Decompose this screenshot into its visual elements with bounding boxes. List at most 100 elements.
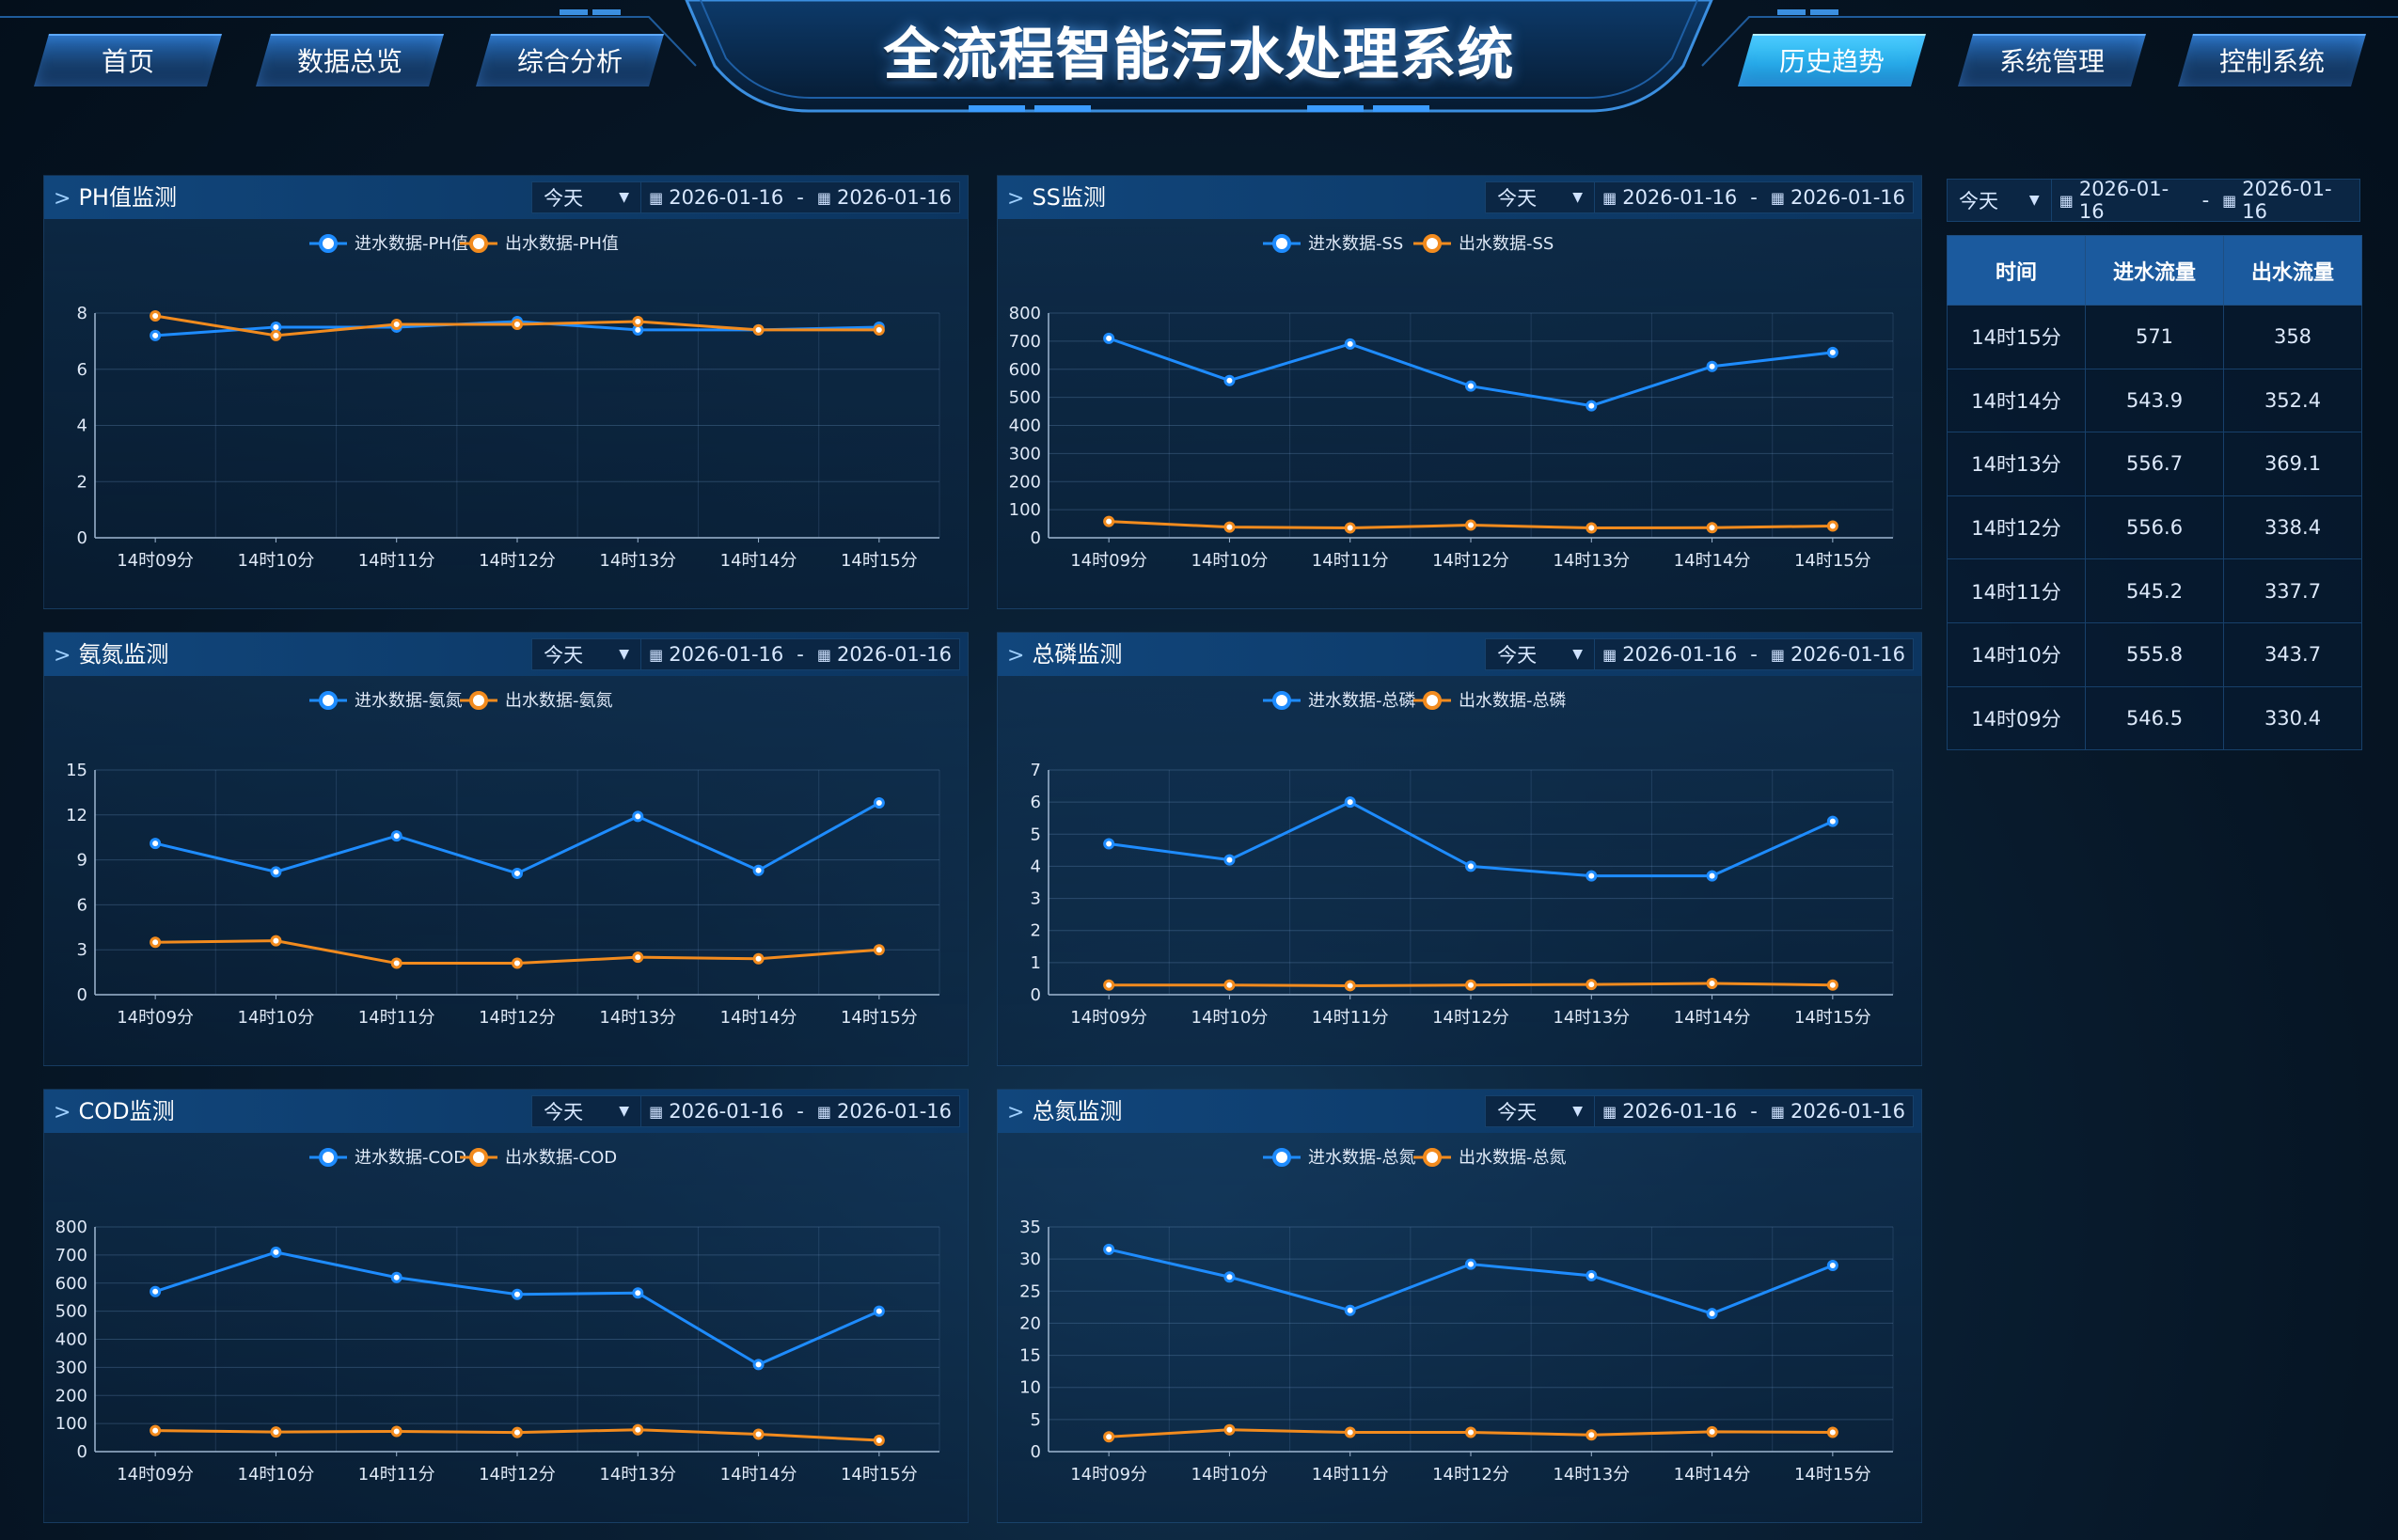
panel-title-text: SS监测 [1032, 184, 1106, 211]
x-tick-label: 14时10分 [238, 1465, 315, 1485]
range-select[interactable]: 今天 ▼ [532, 182, 642, 212]
date-separator: - [1750, 186, 1758, 209]
x-tick-label: 14时14分 [720, 1465, 797, 1485]
range-select[interactable]: 今天 ▼ [1948, 180, 2052, 221]
end-date-picker[interactable]: ▦ 2026-01-16 [1763, 643, 1913, 666]
table-row: 14时12分 556.6 338.4 [1947, 495, 2362, 560]
start-date-picker[interactable]: ▦ 2026-01-16 [641, 186, 791, 209]
nav-home-button[interactable]: 首页 [34, 34, 222, 86]
data-point [1344, 980, 1356, 992]
data-point [873, 1435, 885, 1447]
legend-item: 进水数据-总磷 [1263, 691, 1416, 711]
range-select[interactable]: 今天 ▼ [532, 639, 642, 669]
x-tick-label: 14时10分 [1191, 1465, 1269, 1485]
calendar-icon: ▦ [1770, 188, 1785, 207]
range-select-value: 今天 [1497, 644, 1538, 667]
panel-header: > 氨氮监测 今天 ▼ ▦ 2026-01-16- ▦ 2026-01-16 [44, 633, 968, 676]
data-point [390, 830, 402, 842]
legend-item: 出水数据-总氮 [1413, 1148, 1567, 1168]
panel-title: > 总磷监测 [1007, 633, 1122, 676]
data-point [873, 797, 885, 809]
data-point [1223, 374, 1236, 386]
end-date-picker[interactable]: ▦ 2026-01-16 [810, 186, 959, 209]
series-line [154, 1250, 880, 1367]
monitor-panel: > 氨氮监测 今天 ▼ ▦ 2026-01-16- ▦ 2026-01-16 0 3 6 9 12 15 1… [43, 632, 969, 1066]
nav-analysis-button[interactable]: 综合分析 [476, 34, 664, 86]
table-row: 14时09分 546.5 330.4 [1947, 685, 2362, 751]
nav-label: 控制系统 [2218, 46, 2325, 77]
end-date-picker[interactable]: ▦ 2026-01-16 [810, 643, 959, 666]
start-date-picker[interactable]: ▦ 2026-01-16 [1595, 186, 1744, 209]
data-point [1586, 870, 1598, 882]
panel-title: > SS监测 [1007, 176, 1106, 219]
table-row: 14时15分 571 358 [1947, 305, 2362, 369]
nav-label: 数据总览 [296, 46, 402, 77]
line-chart: 0 100 200 300 400 500 600 700 800 14时09分 14时10分 14时… [1009, 234, 1894, 571]
x-tick-label: 14时12分 [1432, 1465, 1509, 1485]
data-point [512, 1288, 523, 1300]
range-select[interactable]: 今天 ▼ [1486, 639, 1596, 669]
data-point [150, 838, 162, 850]
data-point [1706, 1308, 1718, 1320]
start-date-picker[interactable]: ▦ 2026-01-16 [641, 643, 791, 666]
y-tick-label: 35 [1019, 1218, 1041, 1237]
end-date-picker[interactable]: ▦ 2026-01-16 [1763, 186, 1913, 209]
panel-title: > COD监测 [54, 1090, 175, 1133]
nav-history-trend-button[interactable]: 历史趋势 [1738, 34, 1926, 86]
y-tick-label: 0 [1031, 985, 1041, 1005]
data-point [1223, 1271, 1236, 1283]
data-point [1586, 1269, 1598, 1281]
cell-outflow: 358 [2223, 305, 2362, 369]
line-chart: 0 3 6 9 12 15 14时09分 14时10分 14时11分 14时12分 14时13分 14… [66, 691, 940, 1028]
y-tick-label: 0 [77, 528, 87, 548]
y-tick-label: 5 [1031, 1410, 1041, 1430]
nav-control-system-button[interactable]: 控制系统 [2178, 34, 2366, 86]
cell-inflow: 556.6 [2085, 495, 2224, 560]
y-tick-label: 300 [55, 1358, 87, 1377]
y-tick-label: 600 [1009, 360, 1041, 380]
y-tick-label: 9 [77, 851, 87, 871]
data-point [1826, 1426, 1838, 1438]
nav-system-management-button[interactable]: 系统管理 [1958, 34, 2146, 86]
x-tick-label: 14时11分 [1312, 551, 1389, 571]
range-select[interactable]: 今天 ▼ [1486, 182, 1596, 212]
range-select[interactable]: 今天 ▼ [532, 1096, 642, 1126]
caret-down-icon: ▼ [619, 1104, 630, 1119]
x-tick-label: 14时10分 [1191, 1008, 1269, 1028]
y-tick-label: 500 [1009, 388, 1041, 408]
legend-item: 出水数据-总磷 [1413, 691, 1567, 711]
cell-outflow: 352.4 [2223, 368, 2362, 433]
header: 全流程智能污水处理系统 首页 数据总览 综合分析 历史趋势 系统管理 控制系统 [0, 0, 2398, 122]
start-date-picker[interactable]: ▦ 2026-01-16 [641, 1100, 791, 1123]
cell-time: 14时15分 [1947, 305, 2086, 369]
y-tick-label: 7 [1031, 761, 1041, 780]
y-tick-label: 0 [1031, 528, 1041, 548]
end-date-picker[interactable]: ▦ 2026-01-16 [810, 1100, 959, 1123]
data-point [873, 1305, 885, 1317]
end-date-picker[interactable]: ▦ 2026-01-16 [1763, 1100, 1913, 1123]
x-tick-label: 14时09分 [117, 1008, 194, 1028]
x-tick-label: 14时10分 [1191, 551, 1269, 571]
x-tick-label: 14时09分 [1070, 1465, 1147, 1485]
monitor-panel: > SS监测 今天 ▼ ▦ 2026-01-16- ▦ 2026-01-16 0 100 200 30… [997, 175, 1922, 609]
start-date-picker[interactable]: ▦ 2026-01-16 [1595, 643, 1744, 666]
date-filter: 今天 ▼ ▦ 2026-01-16- ▦ 2026-01-16 [1485, 638, 1914, 670]
x-tick-label: 14时15分 [841, 1008, 918, 1028]
range-select-value: 今天 [1497, 1101, 1538, 1124]
end-date-picker[interactable]: ▦ 2026-01-16 [2215, 178, 2359, 223]
caret-down-icon: ▼ [619, 190, 630, 205]
start-date-value: 2026-01-16 [2078, 178, 2169, 223]
start-date-picker[interactable]: ▦ 2026-01-16 [1595, 1100, 1744, 1123]
chevron-right-icon: > [1007, 187, 1025, 211]
start-date-picker[interactable]: ▦ 2026-01-16 [2052, 178, 2197, 223]
column-header-outflow: 出水流量 [2223, 235, 2362, 306]
data-point [1706, 522, 1718, 534]
line-chart: 0 2 4 6 8 14时09分 14时10分 14时11分 14时12分 14时13分 14时14… [77, 234, 940, 571]
x-tick-label: 14时12分 [479, 1008, 556, 1028]
calendar-icon: ▦ [1770, 645, 1785, 664]
range-select[interactable]: 今天 ▼ [1486, 1096, 1596, 1126]
y-tick-label: 15 [66, 761, 87, 780]
y-tick-label: 12 [66, 806, 87, 825]
nav-data-overview-button[interactable]: 数据总览 [256, 34, 444, 86]
start-date-value: 2026-01-16 [669, 186, 784, 209]
